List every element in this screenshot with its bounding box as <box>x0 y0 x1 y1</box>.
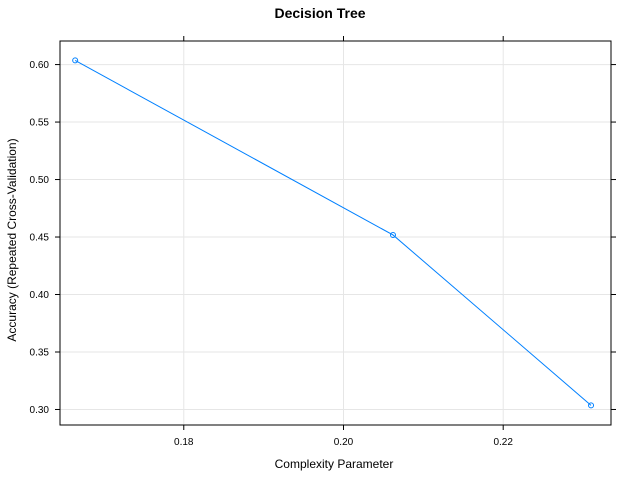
y-tick-label: 0.45 <box>30 233 50 244</box>
y-tick-label: 0.40 <box>30 290 50 301</box>
grid <box>60 41 611 425</box>
y-axis-label: Accuracy (Repeated Cross-Validation) <box>5 138 19 341</box>
series <box>72 57 595 409</box>
plot-frame <box>59 40 612 426</box>
y-tick-label: 0.35 <box>30 347 50 358</box>
x-tick-label: 0.20 <box>334 437 354 448</box>
y-tick-label: 0.30 <box>30 405 50 416</box>
x-tick-label: 0.18 <box>174 437 194 448</box>
series-line <box>74 59 592 406</box>
x-tick-label: 0.22 <box>493 437 513 448</box>
y-tick-label: 0.55 <box>30 118 50 129</box>
data-point <box>588 402 595 409</box>
axis-tick-labels: 0.18 0.20 0.22 0.30 0.35 0.40 0.45 0.50 0.55 0.60 <box>30 60 514 448</box>
data-point <box>72 57 79 64</box>
axis-ticks <box>55 36 616 430</box>
chart-title: Decision Tree <box>274 5 365 21</box>
y-tick-label: 0.60 <box>30 60 50 71</box>
y-tick-label: 0.50 <box>30 175 50 186</box>
data-point <box>389 231 396 238</box>
x-axis-label: Complexity Parameter <box>275 457 394 471</box>
